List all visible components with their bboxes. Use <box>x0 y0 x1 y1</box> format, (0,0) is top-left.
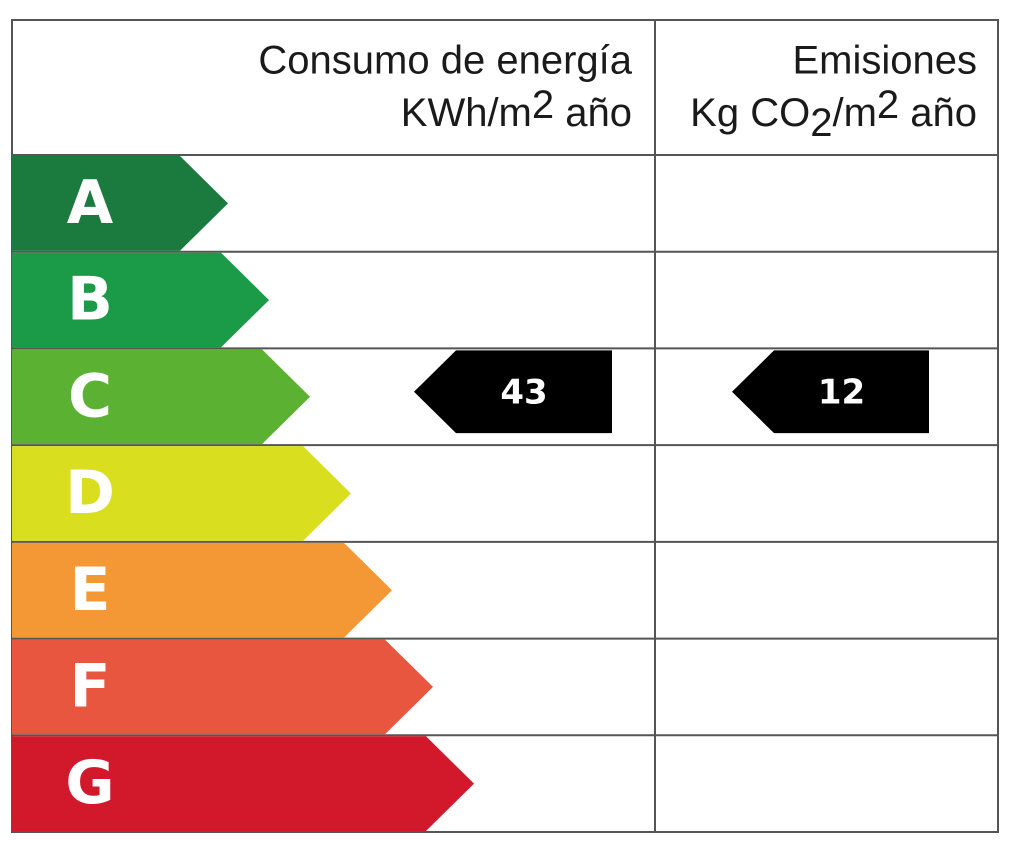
class-letter: C <box>68 361 112 431</box>
class-arrow <box>12 736 474 831</box>
class-letter: D <box>65 458 115 528</box>
unit-sup: 2 <box>877 83 899 127</box>
unit-sup: 2 <box>532 83 554 127</box>
rating-value: 12 <box>818 372 865 412</box>
class-arrow <box>12 639 433 735</box>
class-arrow <box>12 349 310 445</box>
rating-value: 43 <box>500 372 547 412</box>
class-letter: A <box>67 168 114 238</box>
class-arrow <box>12 156 228 251</box>
unit-part: KWh/m <box>401 91 532 135</box>
emissions-unit: Kg CO2/m2 año <box>690 83 977 145</box>
unit-part: año <box>899 91 977 135</box>
emissions-title: Emisiones <box>792 39 977 83</box>
class-letter: E <box>70 555 111 625</box>
class-arrow <box>12 446 351 541</box>
class-letter: G <box>65 748 114 818</box>
unit-part: Kg CO <box>690 91 810 135</box>
class-letter: F <box>70 652 111 722</box>
unit-sub: 2 <box>810 101 832 145</box>
rating-pointer <box>414 350 612 434</box>
unit-part: año <box>554 91 632 135</box>
class-arrow <box>12 252 269 348</box>
class-letter: B <box>67 265 113 335</box>
energy-unit: KWh/m2 año <box>401 83 632 135</box>
rating-pointer <box>732 350 929 434</box>
unit-part: /m <box>832 91 876 135</box>
class-arrow <box>12 542 392 638</box>
energy-title: Consumo de energía <box>258 39 632 83</box>
